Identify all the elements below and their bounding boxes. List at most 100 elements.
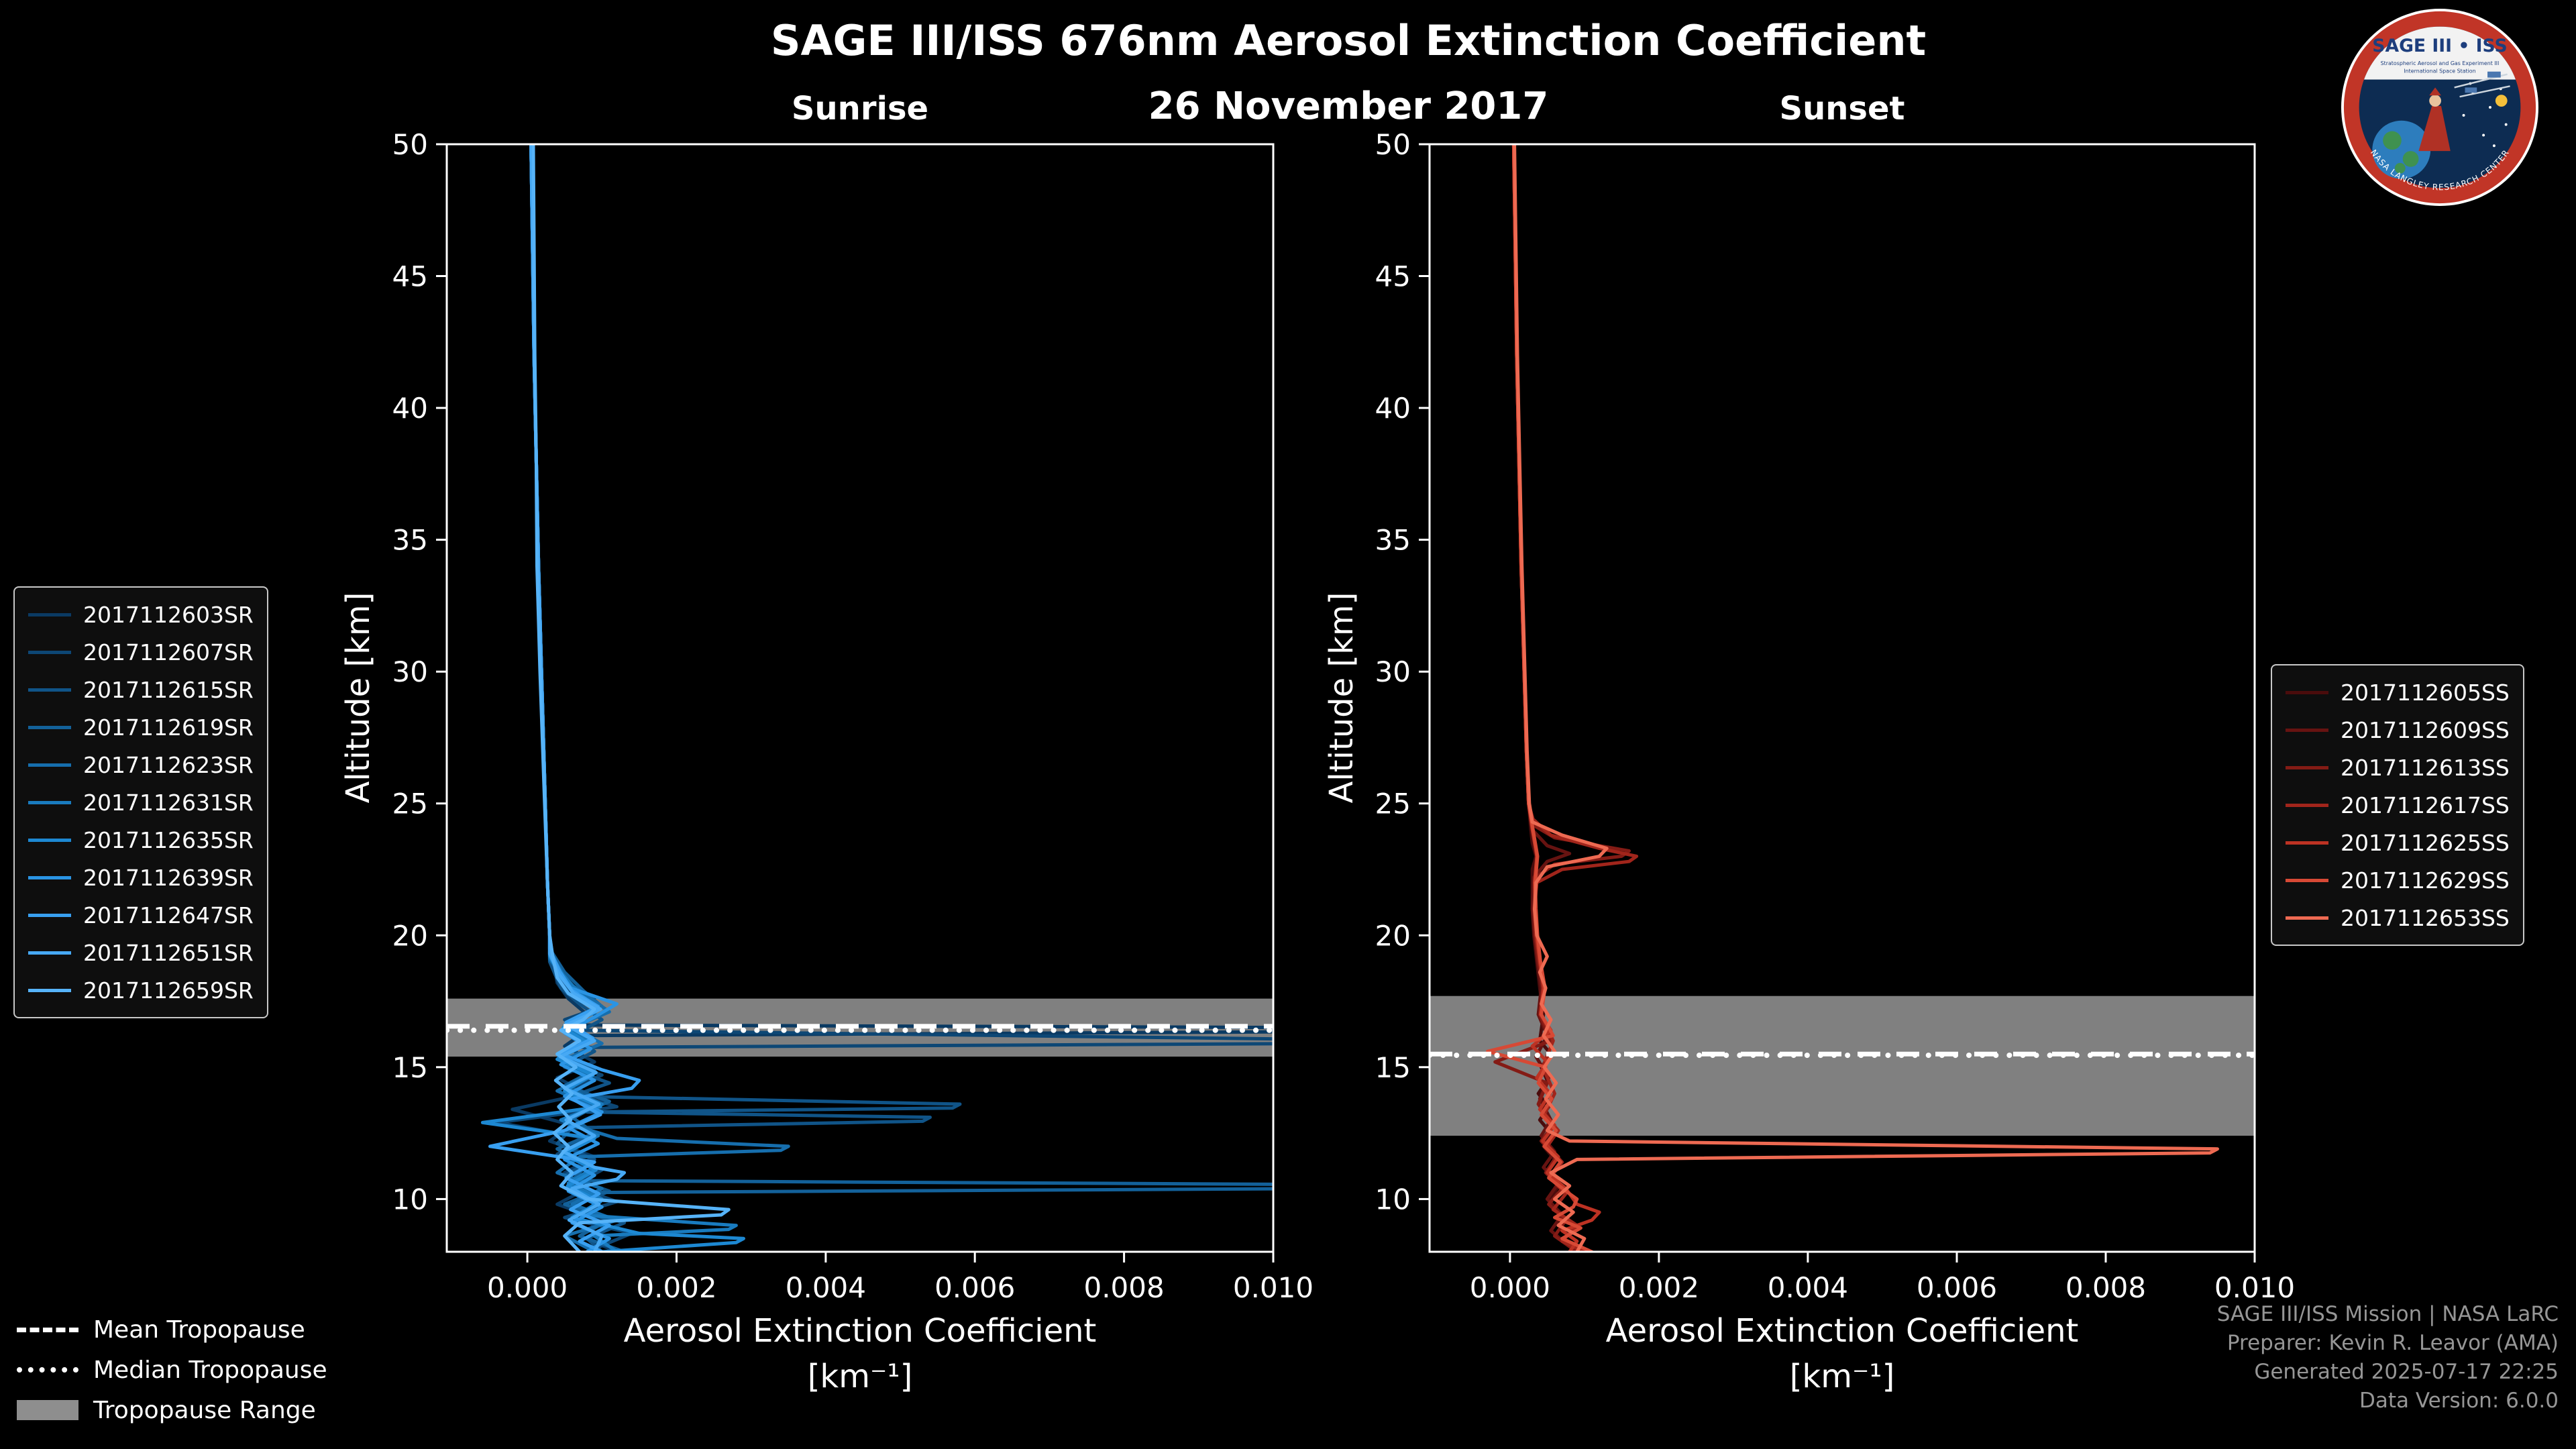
logo-title: SAGE III • ISS: [2372, 36, 2507, 56]
axes-frame: [445, 143, 1275, 1253]
y-tick-label: 40: [392, 392, 428, 425]
legend-item: 2017112623SR: [28, 746, 254, 784]
y-tick-label: 50: [1375, 128, 1411, 161]
legend-label: 2017112605SS: [2341, 679, 2510, 706]
legend-line-swatch: [28, 838, 71, 842]
sunset-panel-title: Sunset: [1779, 90, 1905, 127]
series-line-2017112619SR: [529, 144, 1273, 1252]
legend-item: 2017112653SS: [2286, 899, 2510, 936]
mean-tropopause-label: Mean Tropopause: [93, 1316, 305, 1344]
sage-iss-logo: SAGE III • ISS Stratospheric Aerosol and…: [2341, 8, 2539, 207]
legend-label: 2017112639SR: [83, 864, 254, 891]
plot-area: [1430, 144, 2255, 1252]
mean-tropopause-legend-item: Mean Tropopause: [17, 1309, 327, 1350]
legend-label: 2017112609SS: [2341, 716, 2510, 743]
legend-item: 2017112631SR: [28, 784, 254, 821]
legend-label: 2017112629SS: [2341, 867, 2510, 894]
credits-mission: SAGE III/ISS Mission | NASA LaRC: [2216, 1302, 2559, 1326]
gray-patch-swatch: [17, 1400, 78, 1420]
legend-item: 2017112607SR: [28, 633, 254, 671]
credits-preparer: Preparer: Kevin R. Leavor (AMA): [2226, 1331, 2559, 1355]
y-tick-label: 45: [1375, 260, 1411, 293]
sunset-y-axis-label: Altitude [km]: [1323, 592, 1360, 804]
sun-icon: [2495, 95, 2508, 107]
legend-item: 2017112625SS: [2286, 824, 2510, 861]
median-tropopause-legend-item: Median Tropopause: [17, 1350, 327, 1390]
median-tropopause-label: Median Tropopause: [93, 1356, 327, 1384]
legend-line-swatch: [28, 650, 71, 654]
legend-item: 2017112629SS: [2286, 861, 2510, 899]
series-line-2017112659SR: [531, 144, 731, 1252]
legend-label: 2017112607SR: [83, 639, 254, 665]
legend-item: 2017112609SS: [2286, 711, 2510, 749]
legend-label: 2017112619SR: [83, 714, 254, 741]
legend-label: 2017112617SS: [2341, 792, 2510, 818]
legend-label: 2017112623SR: [83, 751, 254, 778]
legend-line-swatch: [2286, 690, 2328, 694]
legend-item: 2017112615SR: [28, 671, 254, 708]
tropopause-legend: Mean Tropopause Median Tropopause Tropop…: [17, 1309, 327, 1430]
legend-item: 2017112617SS: [2286, 786, 2510, 824]
x-tick-label: 0.004: [1768, 1271, 1848, 1304]
legend-label: 2017112651SR: [83, 939, 254, 966]
x-tick-label: 0.010: [1233, 1271, 1313, 1304]
series-line-2017112615SR: [529, 144, 962, 1252]
page-title: SAGE III/ISS 676nm Aerosol Extinction Co…: [770, 16, 1927, 65]
y-tick-label: 50: [392, 128, 428, 161]
sunset-x-axis-units: [km⁻¹]: [1789, 1358, 1895, 1395]
legend-item: 2017112619SR: [28, 708, 254, 746]
sunset-plot: 0.000 0.002 0.004 0.006 0.008 0.010 10 15 20 25 30…: [1375, 128, 2296, 1304]
sunrise-legend: 2017112603SR 2017112607SR 2017112615SR 2017…: [13, 586, 268, 1018]
legend-line-swatch: [2286, 765, 2328, 769]
series-line-2017112635SR: [480, 144, 745, 1252]
legend-label: 2017112653SS: [2341, 904, 2510, 931]
sunrise-y-axis-label: Altitude [km]: [339, 592, 377, 804]
y-tick-label: 10: [1375, 1183, 1411, 1216]
legend-line-swatch: [28, 763, 71, 767]
dashed-line-swatch: [17, 1327, 78, 1332]
iss-icon: [2454, 71, 2510, 98]
legend-item: 2017112635SR: [28, 821, 254, 859]
y-tick-label: 35: [1375, 524, 1411, 557]
x-tick-label: 0.006: [934, 1271, 1015, 1304]
credits-generated: Generated 2025-07-17 22:25: [2254, 1360, 2559, 1384]
y-tick-label: 25: [392, 788, 428, 820]
credits: SAGE III/ISS Mission | NASA LaRC Prepare…: [2217, 1300, 2559, 1415]
x-tick-label: 0.002: [1619, 1271, 1699, 1304]
tropopause-range-legend-item: Tropopause Range: [17, 1390, 327, 1430]
legend-item: 2017112659SR: [28, 971, 254, 1009]
y-tick-label: 40: [1375, 392, 1411, 425]
legend-line-swatch: [2286, 878, 2328, 882]
legend-label: 2017112635SR: [83, 826, 254, 853]
y-tick-label: 30: [392, 655, 428, 688]
legend-item: 2017112651SR: [28, 934, 254, 971]
sunrise-x-axis-units: [km⁻¹]: [807, 1358, 913, 1395]
y-tick-label: 30: [1375, 655, 1411, 688]
x-tick-label: 0.008: [1083, 1271, 1164, 1304]
x-tick-label: 0.002: [636, 1271, 716, 1304]
sunrise-panel-title: Sunrise: [791, 90, 929, 127]
figure-date: 26 November 2017: [1148, 85, 1549, 128]
legend-item: 2017112639SR: [28, 859, 254, 896]
legend-line-swatch: [2286, 916, 2328, 920]
x-tick-label: 0.000: [487, 1271, 568, 1304]
y-tick-label: 20: [1375, 919, 1411, 952]
legend-line-swatch: [28, 913, 71, 917]
earth-icon: [2372, 120, 2431, 179]
series-line-2017112653SS: [1513, 144, 2219, 1252]
legend-label: 2017112647SR: [83, 902, 254, 928]
legend-item: 2017112603SR: [28, 596, 254, 633]
credits-data-version: Data Version: 6.0.0: [2359, 1389, 2559, 1413]
legend-item: 2017112613SS: [2286, 749, 2510, 786]
tropopause-range-band: [1430, 996, 2255, 1136]
x-tick-label: 0.004: [786, 1271, 866, 1304]
sunset-x-axis-label: Aerosol Extinction Coefficient: [1605, 1312, 2079, 1350]
legend-line-swatch: [28, 988, 71, 992]
legend-line-swatch: [2286, 803, 2328, 807]
legend-line-swatch: [28, 688, 71, 692]
sunset-legend: 2017112605SS 2017112609SS 2017112613SS 2017…: [2271, 664, 2524, 946]
legend-line-swatch: [2286, 841, 2328, 845]
legend-line-swatch: [2286, 728, 2328, 732]
y-tick-label: 25: [1375, 788, 1411, 820]
x-tick-label: 0.000: [1470, 1271, 1550, 1304]
